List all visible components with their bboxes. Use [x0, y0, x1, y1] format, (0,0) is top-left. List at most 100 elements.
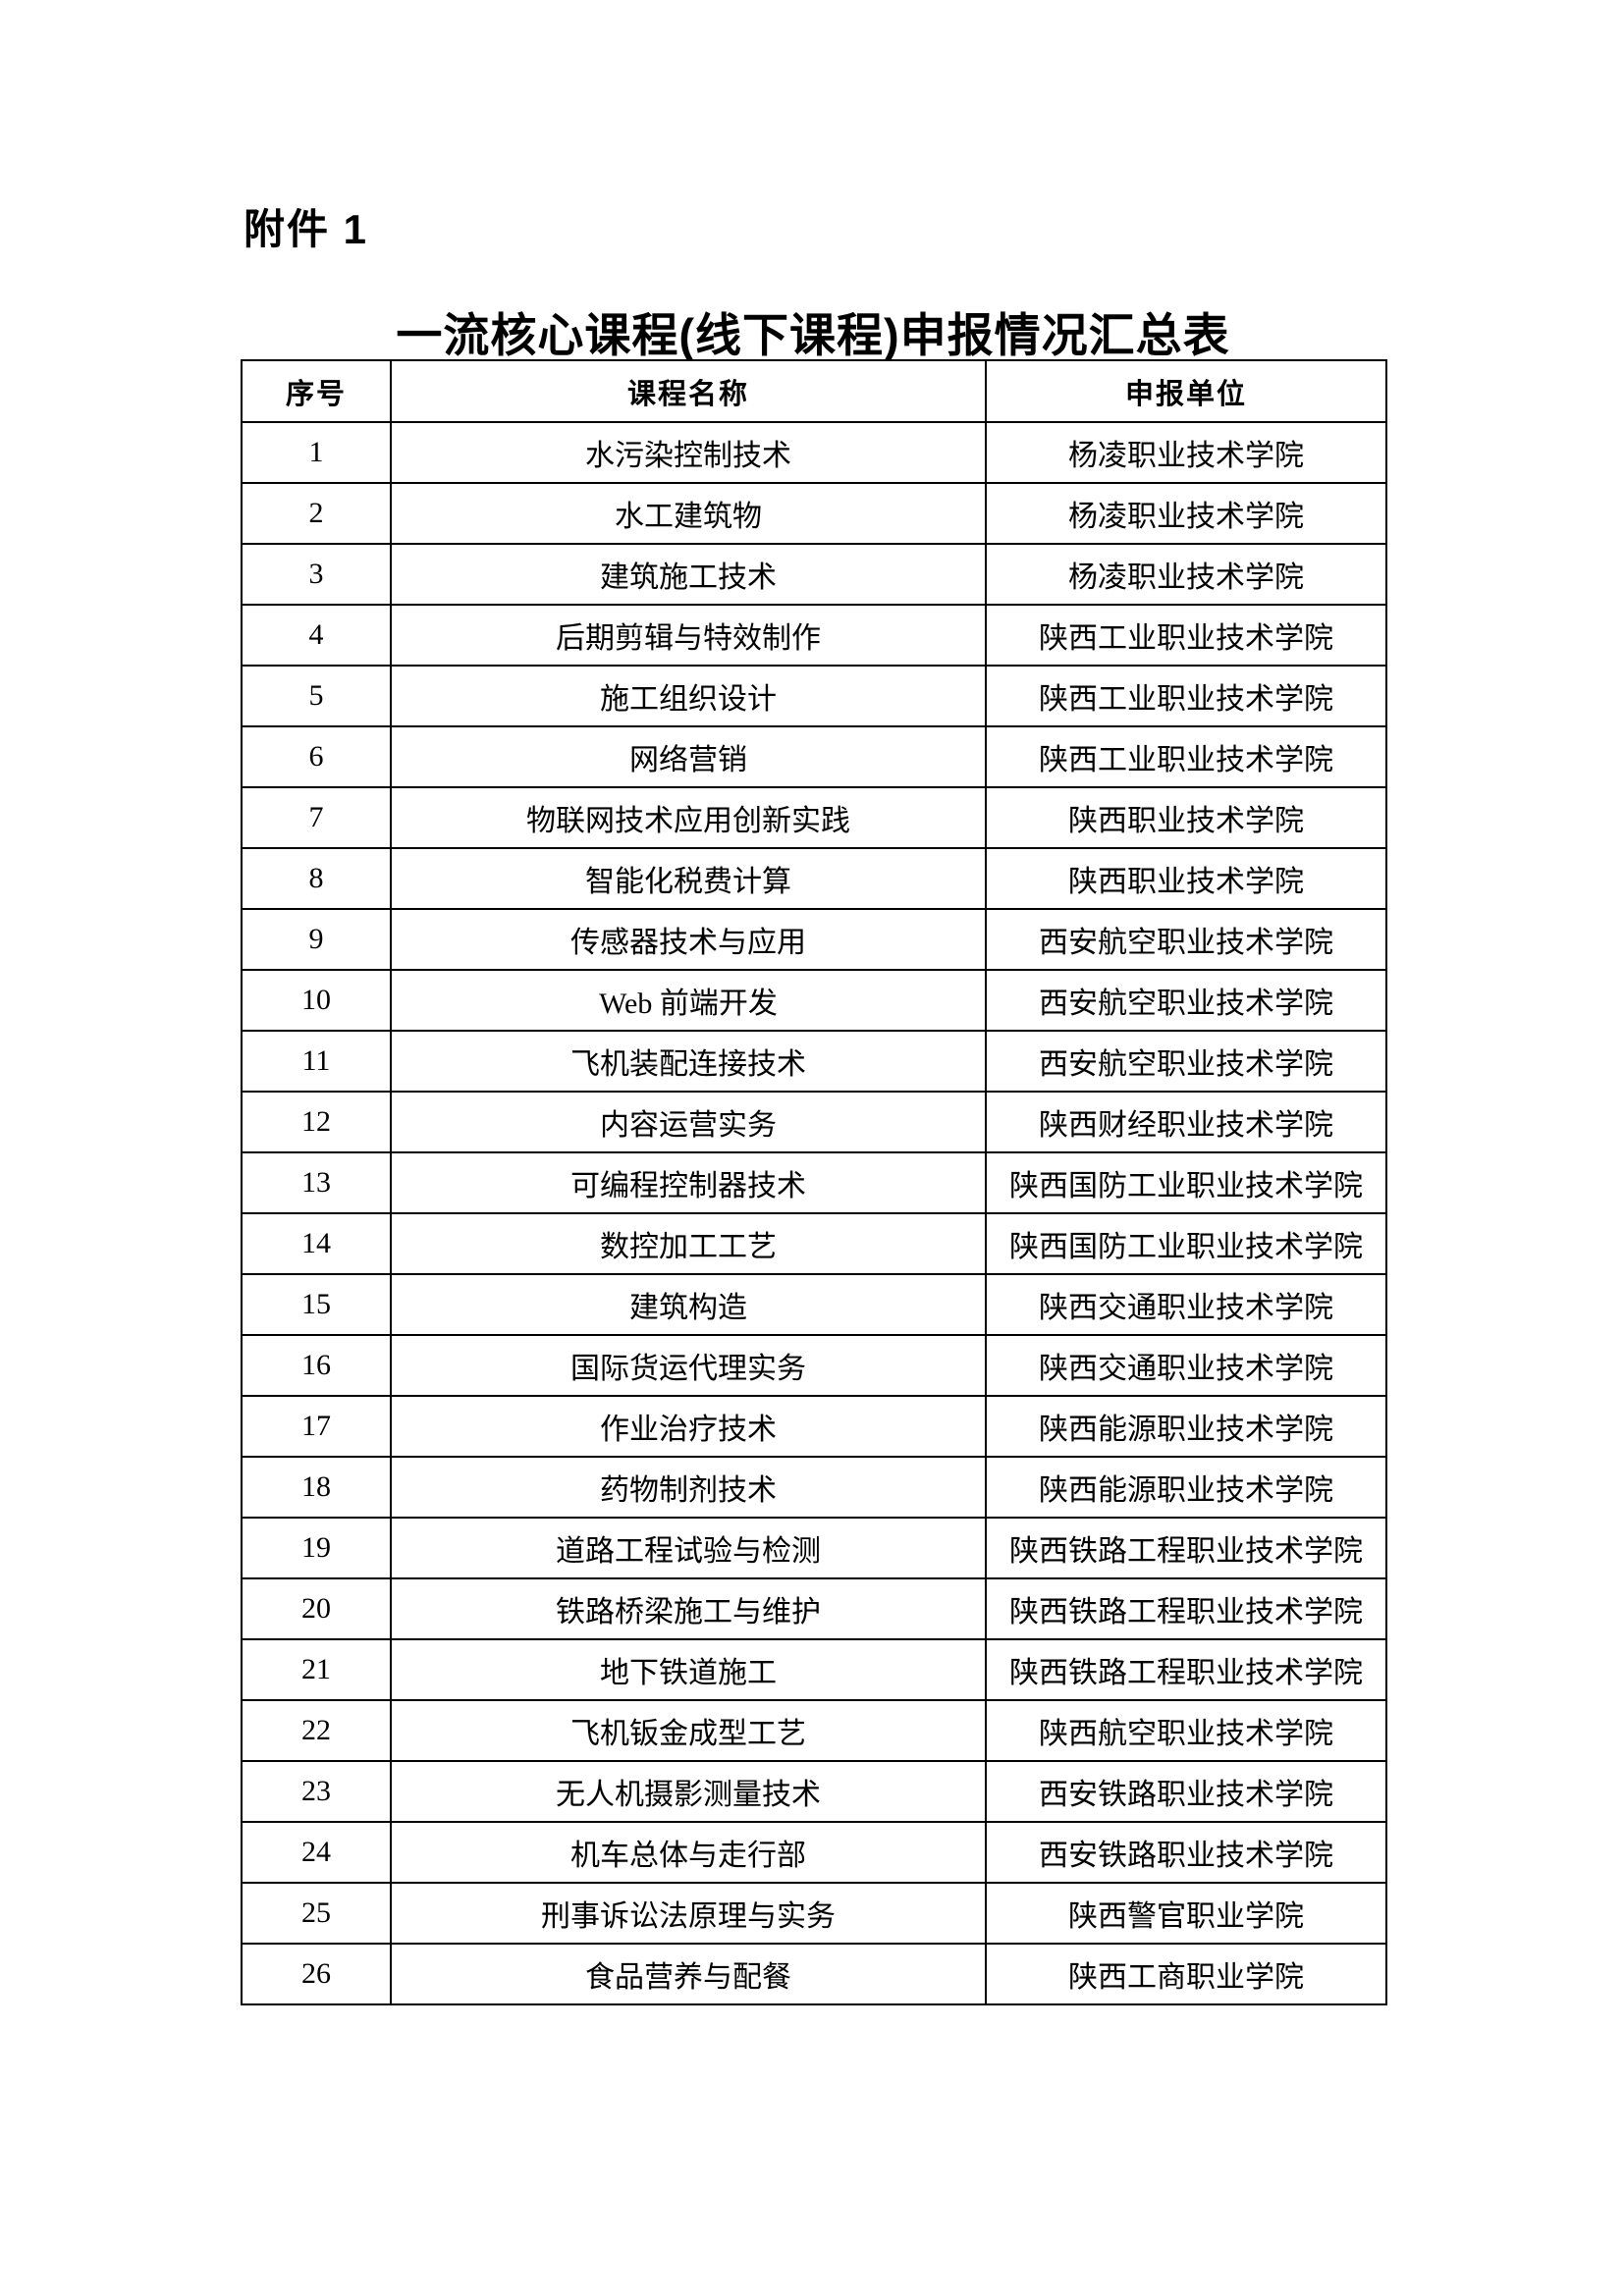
- table-row: 26 食品营养与配餐 陕西工商职业学院: [241, 1943, 1387, 2005]
- applicant-unit-cell: 杨凌职业技术学院: [985, 482, 1387, 545]
- course-name-cell: 机车总体与走行部: [390, 1821, 987, 1884]
- applicant-unit-cell: 陕西铁路工程职业技术学院: [985, 1517, 1387, 1579]
- applicant-unit-cell: 西安铁路职业技术学院: [985, 1821, 1387, 1884]
- row-index-cell: 5: [241, 665, 392, 727]
- applicant-unit-cell: 陕西能源职业技术学院: [985, 1456, 1387, 1519]
- table-body: 1 水污染控制技术 杨凌职业技术学院 2 水工建筑物 杨凌职业技术学院 3 建筑施工技术 杨凌职…: [241, 421, 1387, 2005]
- row-index-cell: 3: [241, 543, 392, 606]
- table-row: 9 传感器技术与应用 西安航空职业技术学院: [241, 908, 1387, 971]
- course-name-cell: 铁路桥梁施工与维护: [390, 1577, 987, 1640]
- course-name-cell: 网络营销: [390, 725, 987, 788]
- row-index-cell: 1: [241, 421, 392, 484]
- course-name-cell: Web 前端开发: [390, 969, 987, 1032]
- course-name-cell: 地下铁道施工: [390, 1638, 987, 1701]
- table-row: 25 刑事诉讼法原理与实务 陕西警官职业学院: [241, 1882, 1387, 1945]
- row-index-cell: 14: [241, 1212, 392, 1275]
- row-index-cell: 6: [241, 725, 392, 788]
- course-name-cell: 建筑施工技术: [390, 543, 987, 606]
- row-index-cell: 26: [241, 1943, 392, 2005]
- row-index-cell: 4: [241, 604, 392, 667]
- table-row: 18 药物制剂技术 陕西能源职业技术学院: [241, 1456, 1387, 1519]
- applicant-unit-cell: 西安铁路职业技术学院: [985, 1760, 1387, 1823]
- applicant-unit-cell: 陕西工商职业学院: [985, 1943, 1387, 2005]
- table-row: 15 建筑构造 陕西交通职业技术学院: [241, 1273, 1387, 1336]
- table-row: 4 后期剪辑与特效制作 陕西工业职业技术学院: [241, 604, 1387, 667]
- column-header-index: 序号: [241, 359, 392, 423]
- course-name-cell: 作业治疗技术: [390, 1395, 987, 1458]
- applicant-unit-cell: 陕西交通职业技术学院: [985, 1334, 1387, 1397]
- table-row: 5 施工组织设计 陕西工业职业技术学院: [241, 665, 1387, 727]
- course-name-cell: 水污染控制技术: [390, 421, 987, 484]
- row-index-cell: 19: [241, 1517, 392, 1579]
- course-summary-table: 序号 课程名称 申报单位 1 水污染控制技术 杨凌职业技术学院 2 水工建筑物 杨凌职业技…: [241, 359, 1387, 2005]
- applicant-unit-cell: 陕西能源职业技术学院: [985, 1395, 1387, 1458]
- table-row: 12 内容运营实务 陕西财经职业技术学院: [241, 1091, 1387, 1153]
- row-index-cell: 13: [241, 1151, 392, 1214]
- row-index-cell: 24: [241, 1821, 392, 1884]
- table-row: 22 飞机钣金成型工艺 陕西航空职业技术学院: [241, 1699, 1387, 1762]
- table-row: 2 水工建筑物 杨凌职业技术学院: [241, 482, 1387, 545]
- course-name-cell: 内容运营实务: [390, 1091, 987, 1153]
- attachment-label: 附件 1: [244, 206, 369, 252]
- applicant-unit-cell: 陕西铁路工程职业技术学院: [985, 1577, 1387, 1640]
- table-row: 6 网络营销 陕西工业职业技术学院: [241, 725, 1387, 788]
- applicant-unit-cell: 陕西工业职业技术学院: [985, 604, 1387, 667]
- row-index-cell: 7: [241, 786, 392, 849]
- row-index-cell: 18: [241, 1456, 392, 1519]
- course-name-cell: 食品营养与配餐: [390, 1943, 987, 2005]
- applicant-unit-cell: 陕西职业技术学院: [985, 847, 1387, 910]
- course-name-cell: 飞机钣金成型工艺: [390, 1699, 987, 1762]
- applicant-unit-cell: 陕西国防工业职业技术学院: [985, 1151, 1387, 1214]
- row-index-cell: 25: [241, 1882, 392, 1945]
- applicant-unit-cell: 西安航空职业技术学院: [985, 908, 1387, 971]
- table-row: 3 建筑施工技术 杨凌职业技术学院: [241, 543, 1387, 606]
- table-row: 10 Web 前端开发 西安航空职业技术学院: [241, 969, 1387, 1032]
- table-row: 1 水污染控制技术 杨凌职业技术学院: [241, 421, 1387, 484]
- course-name-cell: 建筑构造: [390, 1273, 987, 1336]
- row-index-cell: 22: [241, 1699, 392, 1762]
- applicant-unit-cell: 陕西交通职业技术学院: [985, 1273, 1387, 1336]
- course-name-cell: 智能化税费计算: [390, 847, 987, 910]
- applicant-unit-cell: 陕西工业职业技术学院: [985, 725, 1387, 788]
- applicant-unit-cell: 陕西航空职业技术学院: [985, 1699, 1387, 1762]
- applicant-unit-cell: 陕西国防工业职业技术学院: [985, 1212, 1387, 1275]
- course-name-cell: 传感器技术与应用: [390, 908, 987, 971]
- table-row: 11 飞机装配连接技术 西安航空职业技术学院: [241, 1030, 1387, 1093]
- applicant-unit-cell: 陕西警官职业学院: [985, 1882, 1387, 1945]
- row-index-cell: 10: [241, 969, 392, 1032]
- course-name-cell: 道路工程试验与检测: [390, 1517, 987, 1579]
- course-name-cell: 国际货运代理实务: [390, 1334, 987, 1397]
- course-name-cell: 水工建筑物: [390, 482, 987, 545]
- row-index-cell: 8: [241, 847, 392, 910]
- table-row: 19 道路工程试验与检测 陕西铁路工程职业技术学院: [241, 1517, 1387, 1579]
- course-name-cell: 飞机装配连接技术: [390, 1030, 987, 1093]
- applicant-unit-cell: 西安航空职业技术学院: [985, 969, 1387, 1032]
- row-index-cell: 2: [241, 482, 392, 545]
- applicant-unit-cell: 陕西职业技术学院: [985, 786, 1387, 849]
- table-header-row: 序号 课程名称 申报单位: [241, 359, 1387, 423]
- page-title: 一流核心课程(线下课程)申报情况汇总表: [396, 309, 1230, 361]
- row-index-cell: 15: [241, 1273, 392, 1336]
- row-index-cell: 12: [241, 1091, 392, 1153]
- table-row: 7 物联网技术应用创新实践 陕西职业技术学院: [241, 786, 1387, 849]
- table-row: 16 国际货运代理实务 陕西交通职业技术学院: [241, 1334, 1387, 1397]
- row-index-cell: 16: [241, 1334, 392, 1397]
- row-index-cell: 20: [241, 1577, 392, 1640]
- applicant-unit-cell: 陕西铁路工程职业技术学院: [985, 1638, 1387, 1701]
- applicant-unit-cell: 陕西工业职业技术学院: [985, 665, 1387, 727]
- applicant-unit-cell: 杨凌职业技术学院: [985, 421, 1387, 484]
- row-index-cell: 11: [241, 1030, 392, 1093]
- course-name-cell: 药物制剂技术: [390, 1456, 987, 1519]
- table-row: 20 铁路桥梁施工与维护 陕西铁路工程职业技术学院: [241, 1577, 1387, 1640]
- applicant-unit-cell: 陕西财经职业技术学院: [985, 1091, 1387, 1153]
- course-name-cell: 无人机摄影测量技术: [390, 1760, 987, 1823]
- table-row: 21 地下铁道施工 陕西铁路工程职业技术学院: [241, 1638, 1387, 1701]
- table-row: 14 数控加工工艺 陕西国防工业职业技术学院: [241, 1212, 1387, 1275]
- table-row: 23 无人机摄影测量技术 西安铁路职业技术学院: [241, 1760, 1387, 1823]
- table-row: 17 作业治疗技术 陕西能源职业技术学院: [241, 1395, 1387, 1458]
- course-name-cell: 施工组织设计: [390, 665, 987, 727]
- applicant-unit-cell: 杨凌职业技术学院: [985, 543, 1387, 606]
- row-index-cell: 9: [241, 908, 392, 971]
- row-index-cell: 17: [241, 1395, 392, 1458]
